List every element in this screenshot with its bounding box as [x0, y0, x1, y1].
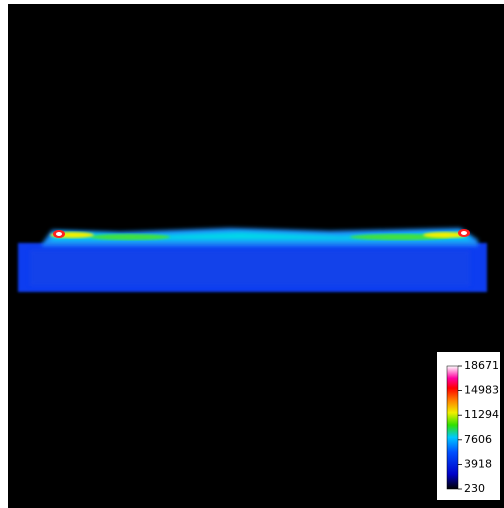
chart: 18671 14983 11294 7606 3918 230 [0, 0, 504, 508]
colorbar-tick-label: 14983 [464, 384, 499, 397]
colorbar-panel [437, 352, 500, 500]
colorbar [447, 366, 458, 489]
colorbar-tick-label: 3918 [464, 457, 492, 470]
page: 18671149831129476063918230 (() => { cons… [0, 0, 504, 508]
colorbar-tick-label: 230 [464, 482, 485, 495]
heat-field [18, 228, 487, 292]
colorbar-tick-label: 11294 [464, 408, 499, 421]
colorbar-tick-label: 18671 [464, 359, 499, 372]
colorbar-tick-label: 7606 [464, 433, 492, 446]
